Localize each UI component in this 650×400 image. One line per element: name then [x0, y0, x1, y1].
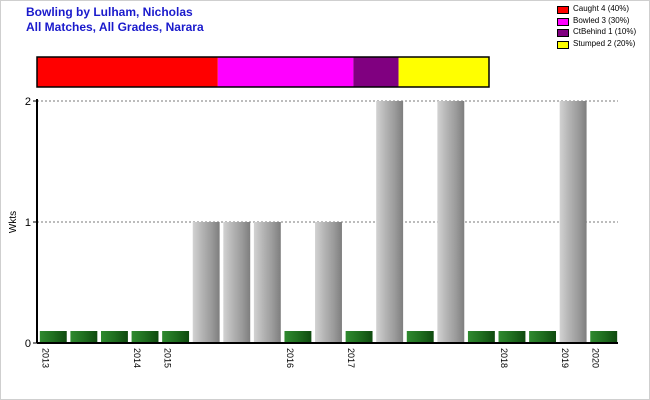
zero-marker-bar [529, 331, 557, 343]
zero-marker-bar [100, 331, 128, 343]
gridlines [37, 100, 618, 223]
y-tick-label: 2 [25, 96, 31, 108]
wickets-bars [39, 101, 618, 343]
x-tick-label: 2018 [499, 348, 509, 368]
legend-label-stumped: Stumped 2 (20%) [573, 38, 636, 48]
zero-marker-bar [406, 331, 434, 343]
wickets-bar [223, 222, 251, 343]
legend-swatch-bowled [557, 17, 569, 26]
stack-segment-ctbehind [353, 57, 399, 87]
x-tick-label: 2019 [560, 348, 570, 368]
zero-marker-bar [131, 331, 159, 343]
stack-outline [36, 56, 490, 88]
chart-subtitle: All Matches, All Grades, Narara [26, 20, 204, 34]
zero-marker-bar [345, 331, 373, 343]
legend-swatch-ctbehind [557, 29, 569, 37]
zero-marker-bar [590, 331, 618, 343]
y-tick-label: 0 [25, 338, 31, 350]
chart-title: Bowling by Lulham, Nicholas [26, 5, 193, 19]
legend-swatch-stumped [557, 40, 569, 49]
axes: 0 1 2 2013 2014 2015 2016 2017 2018 2019 2020 [25, 96, 618, 368]
wickets-bar [315, 222, 342, 343]
wickets-bar [437, 101, 465, 343]
zero-marker-bar [467, 331, 495, 343]
x-tick-label: 2014 [132, 348, 142, 368]
wickets-bar [376, 101, 404, 343]
stack-segment-bowled [217, 57, 354, 87]
legend-label-ctbehind: CtBehind 1 (10%) [573, 27, 637, 36]
wickets-bar [192, 222, 220, 343]
x-tick-label: 2020 [591, 348, 601, 368]
zero-marker-bar [39, 331, 67, 343]
wickets-bar [253, 222, 281, 343]
x-tick-label: 2017 [346, 348, 356, 368]
zero-marker-bar [498, 331, 526, 343]
stack-segment-caught [37, 57, 218, 87]
zero-marker-bar [70, 331, 98, 343]
stack-segment-stumped [398, 57, 489, 87]
x-tick-label: 2015 [163, 348, 173, 368]
x-tick-label: 2016 [285, 348, 295, 368]
x-tick-label: 2013 [40, 348, 50, 368]
zero-marker-bar [284, 331, 312, 343]
legend-swatch-caught [557, 6, 569, 14]
legend-label-caught: Caught 4 (40%) [573, 4, 630, 13]
wickets-bar [559, 101, 587, 343]
y-tick-label: 1 [25, 217, 31, 229]
legend-label-bowled: Bowled 3 (30%) [573, 15, 630, 25]
zero-marker-bar [162, 331, 190, 343]
dismissal-stack-bar [36, 56, 490, 88]
